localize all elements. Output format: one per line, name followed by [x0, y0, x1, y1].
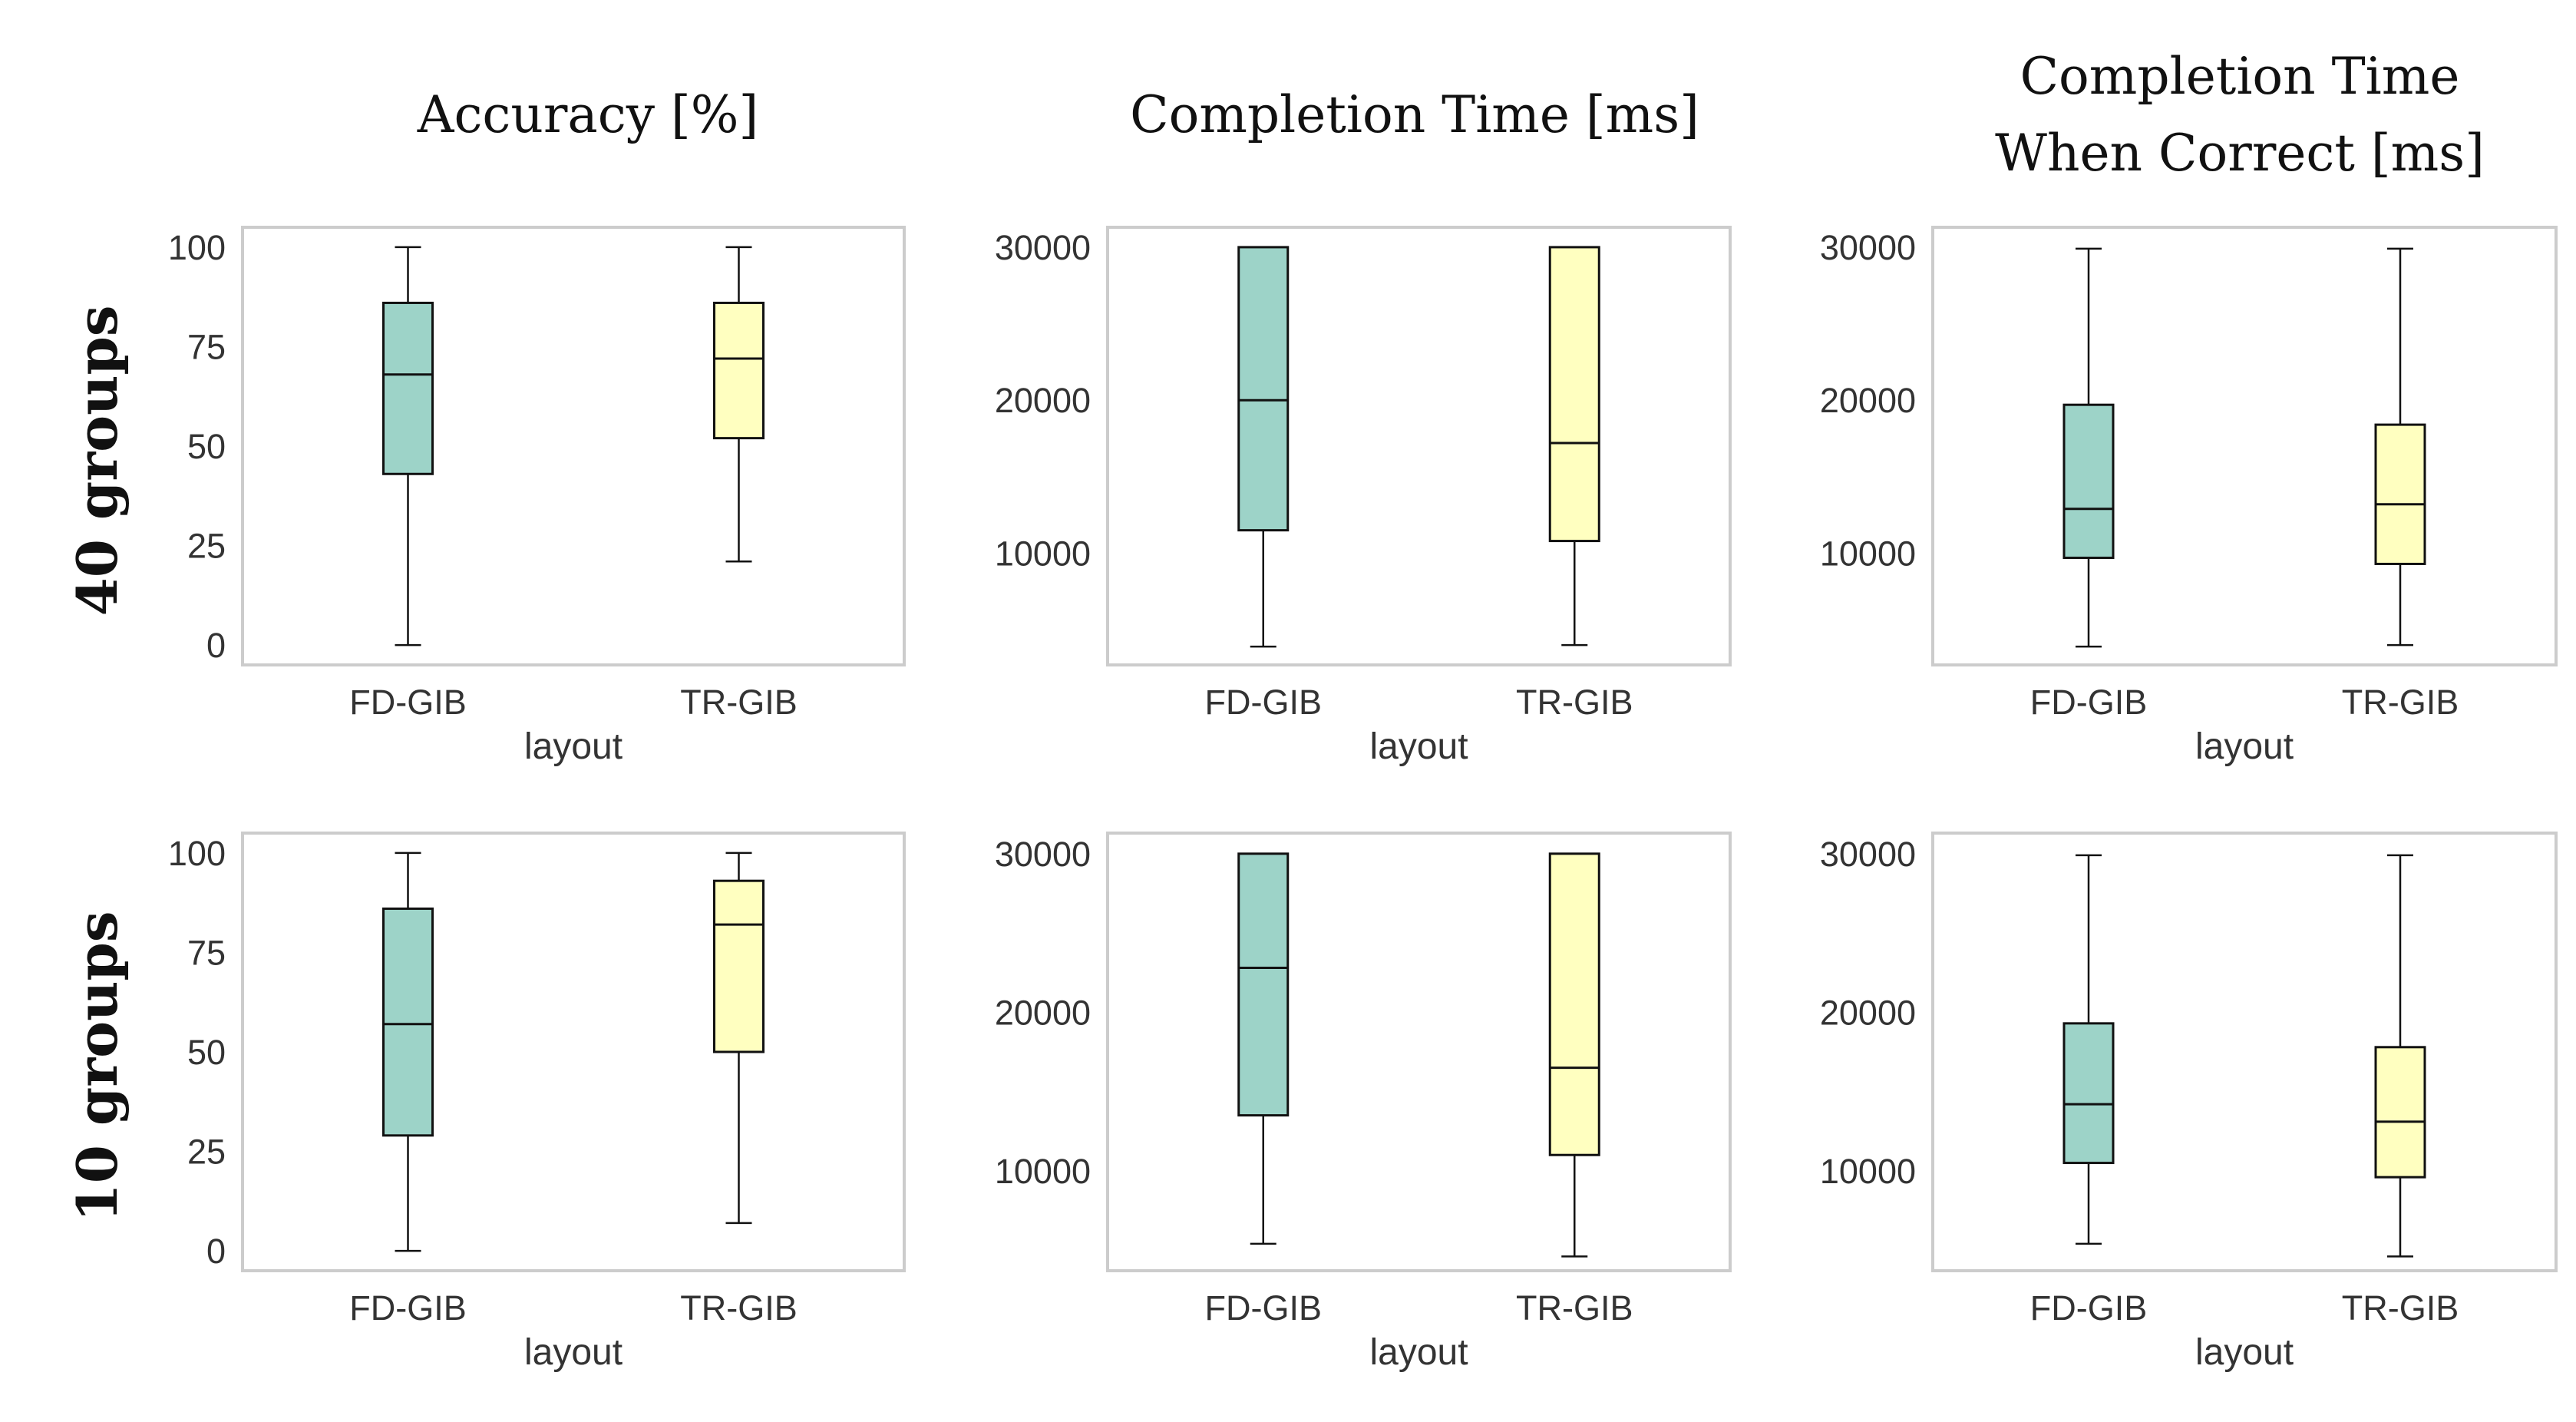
x-axis-label: layout [1369, 1332, 1468, 1373]
box-tr-gib [2374, 247, 2426, 647]
panel-r2-c1: 0 25 50 75 100 FD-GIB TR-GIB layout [168, 832, 906, 1373]
x-axis-label: layout [524, 1332, 623, 1373]
box-fd-gib [1237, 246, 1290, 648]
y-tick-label: 30000 [1820, 228, 1916, 267]
y-tick-label: 100 [168, 228, 226, 267]
column-title-3-line-2: When Correct [ms] [1995, 124, 2485, 183]
x-tick-label: FD-GIB [2030, 1288, 2148, 1328]
y-tick-label: 100 [168, 834, 226, 873]
panel-r2-c2: 10000 20000 30000 FD-GIB TR-GIB layout [995, 832, 1732, 1373]
column-title-1: Accuracy [%] [417, 85, 758, 144]
box-body [1237, 852, 1290, 1117]
box-body [382, 907, 434, 1137]
box-body [2374, 423, 2426, 565]
plot-frame [1106, 832, 1732, 1272]
box-body [1548, 246, 1600, 543]
box-tr-gib [713, 246, 765, 563]
y-tick-label: 50 [187, 427, 226, 466]
y-tick-label: 20000 [1820, 993, 1916, 1032]
y-tick-label: 75 [187, 327, 226, 366]
plot-frame [1931, 832, 2558, 1272]
y-tick-label: 20000 [1820, 381, 1916, 420]
box-body [713, 879, 765, 1053]
box-fd-gib [1237, 852, 1290, 1245]
y-tick-label: 25 [187, 527, 226, 566]
panel-r1-c1: 0 25 50 75 100 FD-GIB TR-GIB layout [168, 226, 906, 767]
y-tick-label: 20000 [995, 993, 1091, 1032]
box-body [713, 301, 765, 440]
plot-frame [241, 832, 906, 1272]
column-title-3-line-1: Completion Time [2020, 47, 2460, 106]
box-fd-gib [382, 852, 434, 1252]
column-title-2: Completion Time [ms] [1130, 85, 1699, 144]
box-tr-gib [713, 852, 765, 1225]
y-tick-label: 0 [206, 626, 226, 665]
x-tick-label: FD-GIB [349, 1288, 467, 1328]
x-tick-label: TR-GIB [680, 683, 798, 722]
x-tick-label: TR-GIB [2342, 1288, 2459, 1328]
box-body [382, 301, 434, 475]
box-tr-gib [1548, 246, 1600, 647]
plot-frame [241, 226, 906, 666]
box-body [2062, 1022, 2115, 1165]
x-tick-label: FD-GIB [1205, 683, 1323, 722]
plot-frame [1931, 226, 2558, 666]
y-tick-label: 0 [206, 1232, 226, 1271]
x-tick-label: FD-GIB [349, 683, 467, 722]
x-tick-label: FD-GIB [1205, 1288, 1323, 1328]
x-tick-label: TR-GIB [680, 1288, 798, 1328]
box-tr-gib [1548, 852, 1600, 1258]
x-tick-label: TR-GIB [2342, 683, 2459, 722]
box-fd-gib [382, 246, 434, 647]
y-tick-label: 10000 [995, 534, 1091, 574]
y-tick-label: 30000 [995, 835, 1091, 874]
y-tick-label: 30000 [1820, 835, 1916, 874]
y-tick-label: 10000 [1820, 1152, 1916, 1191]
box-body [2062, 403, 2115, 559]
y-tick-label: 20000 [995, 381, 1091, 420]
x-axis-label: layout [2195, 1332, 2294, 1373]
x-tick-label: TR-GIB [1516, 1288, 1633, 1328]
panel-r1-c3: 10000 20000 30000 FD-GIB TR-GIB layout [1820, 226, 2558, 767]
panel-r2-c3: 10000 20000 30000 FD-GIB TR-GIB layout [1820, 832, 2558, 1373]
y-tick-label: 75 [187, 933, 226, 972]
y-tick-label: 30000 [995, 228, 1091, 267]
row-title-2: 10 groups [64, 911, 130, 1222]
x-axis-label: layout [2195, 726, 2294, 767]
x-axis-label: layout [524, 726, 623, 767]
box-fd-gib [2062, 247, 2115, 648]
box-body [1548, 852, 1600, 1156]
row-title-1: 40 groups [64, 306, 130, 617]
y-tick-label: 25 [187, 1133, 226, 1172]
box-body [1237, 246, 1290, 532]
x-tick-label: TR-GIB [1516, 683, 1633, 722]
y-tick-label: 10000 [995, 1152, 1091, 1191]
y-tick-label: 50 [187, 1033, 226, 1072]
box-body [2374, 1046, 2426, 1179]
box-tr-gib [2374, 854, 2426, 1258]
plot-frame [1106, 226, 1732, 666]
y-tick-label: 10000 [1820, 534, 1916, 574]
box-fd-gib [2062, 854, 2115, 1245]
x-axis-label: layout [1369, 726, 1468, 767]
panel-r1-c2: 10000 20000 30000 FD-GIB TR-GIB layout [995, 226, 1732, 767]
x-tick-label: FD-GIB [2030, 683, 2148, 722]
